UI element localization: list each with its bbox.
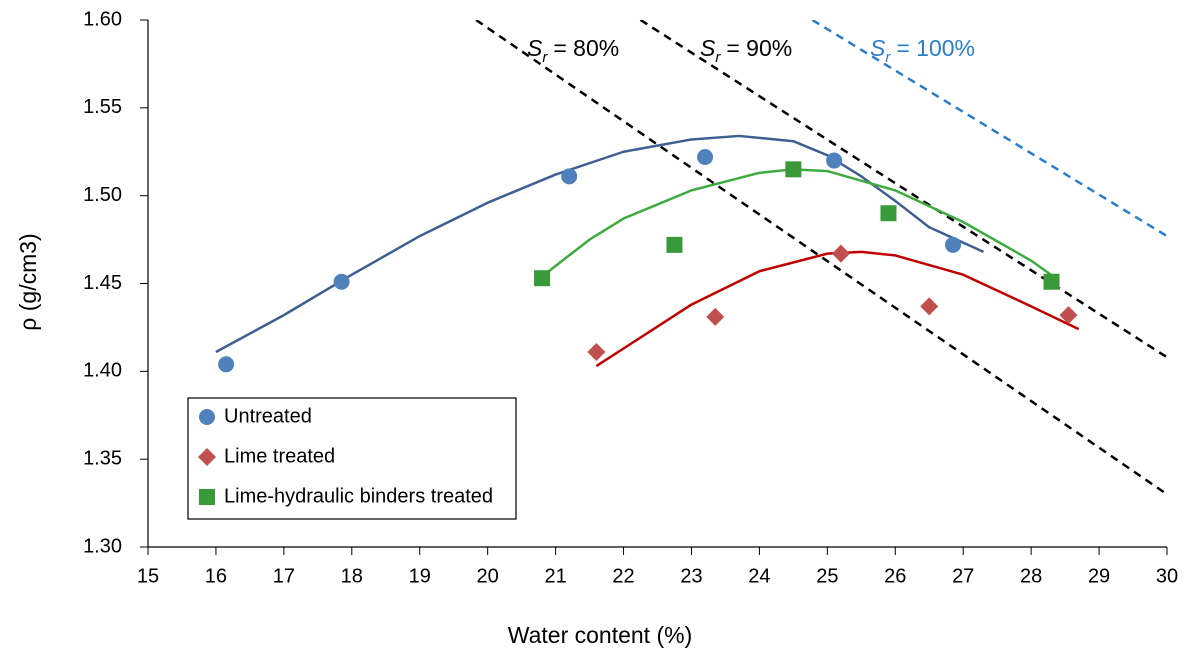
data-point — [831, 244, 850, 263]
label-text: = 100% — [896, 35, 975, 61]
trend-line — [215, 134, 985, 354]
legend-marker — [199, 489, 215, 505]
x-tick-label: 24 — [748, 565, 770, 587]
x-tick-label: 25 — [816, 565, 838, 587]
x-tick-label: 27 — [952, 565, 974, 587]
data-point — [333, 273, 350, 290]
legend-box — [187, 397, 517, 520]
legend-label: Lime treated — [224, 445, 335, 467]
x-tick-label: 21 — [544, 565, 566, 587]
x-tick-label: 15 — [137, 565, 159, 587]
data-point — [826, 152, 843, 169]
x-tick-label: 23 — [680, 565, 702, 587]
data-point — [920, 297, 939, 316]
data-point — [785, 161, 802, 178]
label-subscript: r — [885, 49, 891, 66]
label-subscript: r — [715, 49, 721, 66]
label-symbol: S — [700, 35, 716, 61]
data-point — [1059, 306, 1078, 325]
data-point — [706, 307, 725, 326]
saturation-label: Sr = 90% — [700, 35, 792, 66]
x-tick-label: 30 — [1156, 565, 1178, 587]
label-subscript: r — [542, 49, 548, 66]
y-tick-label: 1.30 — [83, 535, 122, 557]
data-point — [697, 149, 714, 166]
saturation-line — [475, 20, 1167, 496]
x-tick-label: 22 — [612, 565, 634, 587]
data-point — [1043, 273, 1060, 290]
y-tick-label: 1.55 — [83, 96, 122, 118]
y-axis-title: ρ (g/cm3) — [15, 233, 41, 330]
data-point — [880, 205, 897, 222]
x-tick-label: 18 — [341, 565, 363, 587]
legend-label: Lime-hydraulic binders treated — [224, 485, 493, 507]
saturation-line — [639, 20, 1167, 359]
x-tick-label: 19 — [409, 565, 431, 587]
y-tick-label: 1.40 — [83, 360, 122, 382]
label-text: = 90% — [726, 35, 792, 61]
data-point — [561, 168, 578, 185]
legend-marker — [199, 409, 215, 425]
y-tick-label: 1.45 — [83, 272, 122, 294]
x-axis-title: Water content (%) — [508, 622, 692, 648]
legend-marker — [198, 448, 216, 466]
label-text: = 80% — [553, 35, 619, 61]
x-tick-label: 26 — [884, 565, 906, 587]
x-tick-label: 20 — [477, 565, 499, 587]
y-tick-label: 1.50 — [83, 184, 122, 206]
x-tick-label: 17 — [273, 565, 295, 587]
trend-line — [541, 168, 1060, 282]
x-tick-label: 28 — [1020, 565, 1042, 587]
data-point — [945, 236, 962, 253]
y-tick-label: 1.60 — [83, 8, 122, 30]
y-tick-label: 1.35 — [83, 447, 122, 469]
label-symbol: S — [870, 35, 886, 61]
legend-label: Untreated — [224, 405, 312, 427]
saturation-line — [811, 20, 1167, 238]
x-tick-label: 29 — [1088, 565, 1110, 587]
x-tick-label: 16 — [205, 565, 227, 587]
data-point — [587, 343, 606, 362]
data-point — [534, 270, 551, 287]
label-symbol: S — [527, 35, 543, 61]
saturation-label: Sr = 100% — [870, 35, 975, 66]
data-point — [666, 236, 683, 253]
saturation-label: Sr = 80% — [527, 35, 619, 66]
data-point — [218, 356, 235, 373]
